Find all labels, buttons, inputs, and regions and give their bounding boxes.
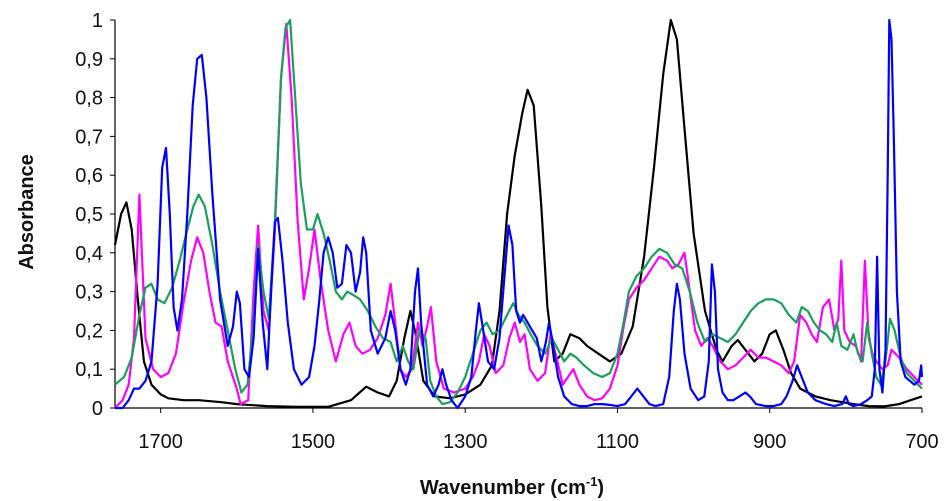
axes	[110, 19, 923, 413]
x-axis-title-text: Wavenumber (cm	[420, 477, 586, 499]
y-tick-label: 0,6	[75, 165, 103, 187]
x-axis-title-end: )	[597, 477, 604, 499]
x-tick-label: 700	[905, 431, 938, 453]
x-axis-title: Wavenumber (cm-1)	[420, 474, 604, 499]
y-tick-label: 0,7	[75, 126, 103, 148]
series-line-1	[113, 18, 923, 408]
y-tick-label: 1	[92, 10, 103, 32]
series-line-3	[114, 18, 923, 406]
y-tick-label: 0,5	[75, 204, 103, 226]
x-tick-label: 1100	[596, 431, 639, 453]
y-tick-label: 0,1	[75, 359, 103, 381]
y-tick-label: 0,4	[75, 243, 103, 265]
x-tick-labels: 1700 1500 1300 1100 900 700	[138, 431, 938, 453]
x-tick-label: 900	[753, 431, 786, 453]
y-tick-label: 0,3	[75, 282, 103, 304]
y-tick-labels: 0 0,1 0,2 0,3 0,4 0,5 0,6 0,7 0,8 0,9 1	[75, 10, 103, 420]
x-tick-label: 1300	[443, 431, 488, 453]
series-line-4	[115, 18, 924, 410]
y-tick-label: 0	[92, 398, 103, 420]
y-tick-label: 0,9	[75, 49, 103, 71]
x-axis-title-superscript: -1	[586, 474, 598, 489]
y-tick-label: 0,8	[75, 88, 103, 110]
plot-area	[113, 18, 924, 410]
y-axis-title: Absorbance	[16, 154, 38, 270]
x-tick-label: 1500	[291, 431, 336, 453]
y-tick-label: 0,2	[75, 320, 103, 342]
series-line-2	[114, 22, 923, 409]
x-tick-label: 1700	[138, 431, 183, 453]
